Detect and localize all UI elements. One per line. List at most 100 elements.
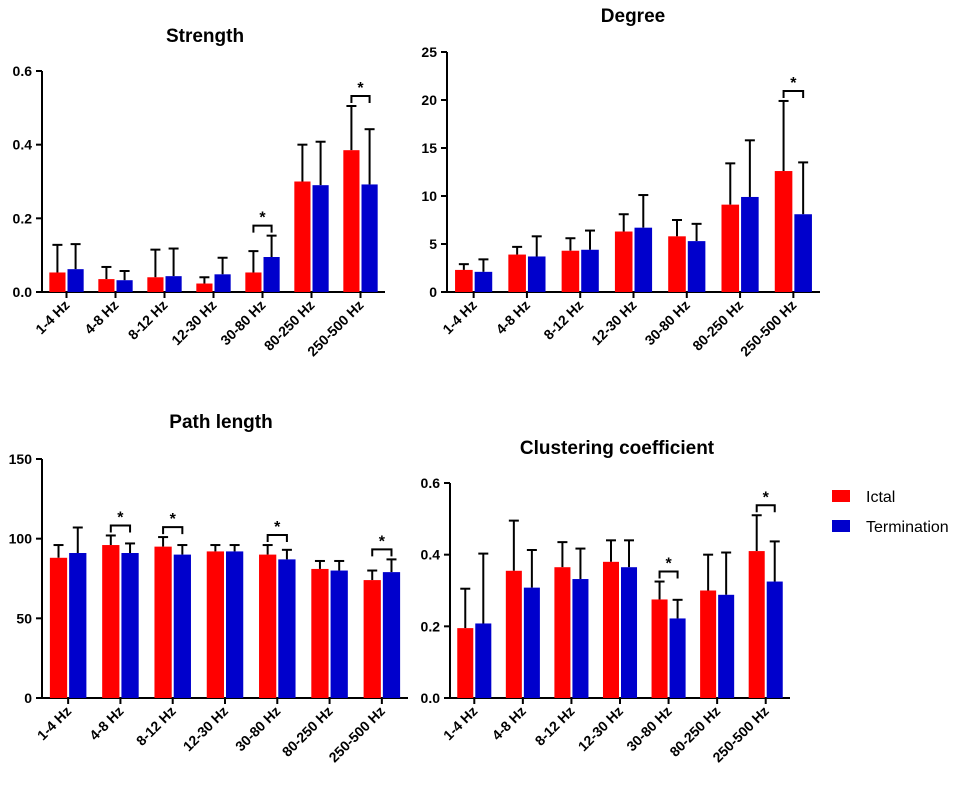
- strength-x-tick-label: 30-80 Hz: [217, 297, 268, 348]
- strength-x-tick-label: 12-30 Hz: [168, 297, 219, 348]
- legend-ictal-swatch: [832, 490, 850, 502]
- path-length-y-tick-label: 0: [24, 690, 32, 706]
- path-length-ictal-bar: [49, 557, 68, 698]
- degree-termination-bar: [527, 256, 546, 292]
- clustering-coefficient-y-tick-label: 0.2: [421, 618, 441, 634]
- strength-ictal-bar: [98, 279, 115, 292]
- path-length-ictal-bar: [154, 546, 172, 698]
- degree-x-tick-label: 12-30 Hz: [588, 297, 639, 348]
- degree-y-tick-label: 0: [429, 284, 437, 300]
- clustering-coefficient-termination-bar: [475, 623, 492, 698]
- clustering-coefficient-ictal-bar: [700, 590, 717, 698]
- strength-ictal-bar: [245, 272, 262, 292]
- path-length-title: Path length: [169, 412, 272, 433]
- degree-x-tick-label: 4-8 Hz: [493, 297, 533, 337]
- path-length-significance-star: *: [117, 509, 124, 526]
- clustering-coefficient-significance-star: *: [763, 489, 770, 506]
- path-length-x-tick-label: 4-8 Hz: [86, 703, 126, 743]
- clustering-coefficient-x-tick-label: 12-30 Hz: [575, 703, 626, 754]
- path-length-termination-bar: [173, 554, 191, 698]
- degree-ictal-bar: [508, 254, 526, 292]
- path-length-termination-bar: [69, 553, 87, 698]
- degree-termination-bar: [794, 214, 812, 292]
- clustering-coefficient-ictal-bar: [505, 570, 522, 698]
- clustering-coefficient-termination-bar: [669, 618, 686, 698]
- degree-x-tick-label: 1-4 Hz: [439, 297, 479, 337]
- clustering-coefficient-y-tick-label: 0.6: [421, 475, 441, 491]
- clustering-coefficient-x-tick-label: 8-12 Hz: [532, 703, 578, 749]
- path-length-y-tick-label: 150: [9, 451, 33, 467]
- degree-y-tick-label: 15: [421, 140, 437, 156]
- strength-termination-bar: [312, 185, 329, 292]
- strength-y-tick-label: 0.4: [13, 137, 33, 153]
- degree-termination-bar: [474, 271, 493, 292]
- strength-significance-star: *: [357, 80, 364, 97]
- strength-significance-bracket: [252, 224, 273, 233]
- degree-x-tick-label: 250-500 Hz: [737, 297, 800, 360]
- strength-significance-bracket: [350, 94, 371, 103]
- degree-panel: Degree 0 5 10 15 20 25 1-4 Hz 4-8 Hz 8-12 Hz 12-3…: [421, 6, 820, 359]
- degree-significance-star: *: [790, 75, 797, 92]
- path-length-x-tick-label: 8-12 Hz: [133, 703, 179, 749]
- degree-title: Degree: [601, 6, 665, 27]
- degree-x-tick-label: 8-12 Hz: [540, 297, 586, 343]
- path-length-significance-bracket: [266, 534, 288, 543]
- path-length-x-tick-label: 30-80 Hz: [232, 703, 283, 754]
- degree-termination-bar: [687, 241, 706, 292]
- degree-termination-bar: [634, 227, 653, 292]
- path-length-ictal-bar: [259, 554, 277, 698]
- degree-y-tick-label: 5: [429, 236, 437, 252]
- strength-termination-bar: [361, 184, 378, 292]
- degree-x-tick-label: 30-80 Hz: [641, 297, 692, 348]
- path-length-significance-bracket: [162, 526, 184, 535]
- clustering-coefficient-ictal-bar: [457, 628, 474, 698]
- clustering-coefficient-x-tick-label: 1-4 Hz: [440, 703, 480, 743]
- path-length-termination-bar: [278, 559, 296, 698]
- path-length-significance-bracket: [109, 524, 132, 533]
- strength-x-tick-label: 4-8 Hz: [81, 297, 121, 337]
- strength-x-tick-label: 8-12 Hz: [125, 297, 171, 343]
- clustering-coefficient-termination-bar: [523, 587, 540, 698]
- strength-ictal-bar: [49, 272, 66, 292]
- path-length-significance-star: *: [379, 533, 386, 550]
- strength-termination-bar: [116, 280, 133, 292]
- strength-panel: Strength 0.0 0.2 0.4 0.6 1-4 Hz 4-8 Hz 8-12 Hz…: [13, 26, 385, 359]
- clustering-coefficient-termination-bar: [766, 581, 783, 698]
- degree-ictal-bar: [668, 236, 686, 292]
- legend-termination-swatch: [832, 520, 850, 532]
- strength-termination-bar: [263, 257, 280, 292]
- path-length-termination-bar: [382, 572, 401, 698]
- clustering-coefficient-ictal-bar: [651, 599, 668, 698]
- degree-y-tick-label: 25: [421, 44, 437, 60]
- clustering-coefficient-panel: Clustering coefficient 0.0 0.2 0.4 0.6 1-4 H…: [421, 438, 790, 765]
- degree-ictal-bar: [561, 250, 580, 292]
- path-length-termination-bar: [330, 570, 348, 698]
- clustering-coefficient-ictal-bar: [554, 567, 571, 698]
- path-length-y-tick-label: 50: [16, 610, 32, 626]
- path-length-x-tick-label: 250-500 Hz: [325, 703, 388, 766]
- clustering-coefficient-termination-bar: [621, 567, 638, 698]
- clustering-coefficient-ictal-bar: [602, 561, 619, 698]
- path-length-ictal-bar: [311, 568, 329, 698]
- degree-y-tick-label: 10: [421, 188, 437, 204]
- clustering-coefficient-x-tick-label: 4-8 Hz: [489, 703, 529, 743]
- degree-y-tick-label: 20: [421, 92, 437, 108]
- strength-y-tick-label: 0.0: [13, 284, 33, 300]
- legend-termination-label: Termination: [866, 519, 949, 536]
- strength-ictal-bar: [294, 181, 311, 292]
- clustering-coefficient-title: Clustering coefficient: [520, 438, 715, 459]
- degree-x-tick-label: 80-250 Hz: [689, 297, 746, 354]
- clustering-coefficient-y-tick-label: 0.0: [421, 690, 441, 706]
- degree-ictal-bar: [455, 269, 473, 292]
- strength-significance-star: *: [259, 210, 266, 227]
- path-length-y-tick-label: 100: [9, 531, 33, 547]
- strength-termination-bar: [165, 276, 182, 292]
- path-length-ictal-bar: [206, 551, 224, 698]
- path-length-significance-star: *: [170, 511, 177, 528]
- strength-ictal-bar: [196, 283, 213, 292]
- degree-ictal-bar: [721, 204, 740, 292]
- clustering-coefficient-termination-bar: [718, 594, 735, 698]
- strength-y-tick-label: 0.2: [13, 210, 33, 226]
- clustering-coefficient-termination-bar: [572, 579, 589, 698]
